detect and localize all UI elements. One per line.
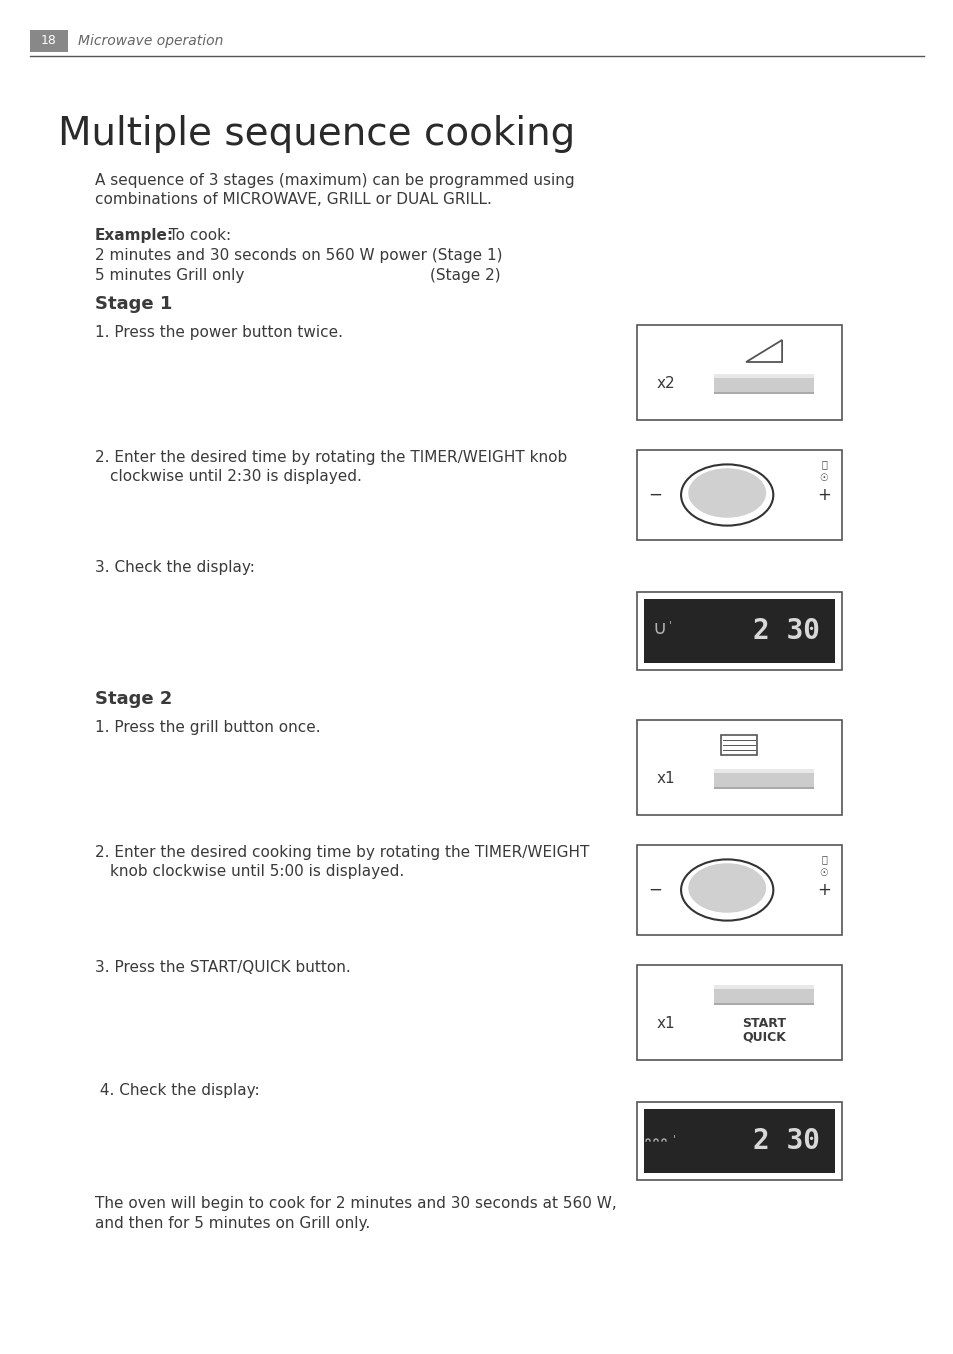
Bar — [637, 1102, 841, 1179]
Text: −: − — [647, 486, 661, 504]
Text: 2 minutes and 30 seconds on 560 W power (Stage 1): 2 minutes and 30 seconds on 560 W power … — [95, 248, 502, 263]
Text: knob clockwise until 5:00 is displayed.: knob clockwise until 5:00 is displayed. — [110, 864, 404, 879]
Text: START: START — [741, 1017, 785, 1030]
Bar — [643, 1109, 834, 1173]
Text: ∪: ∪ — [652, 620, 666, 639]
Text: 5 minutes Grill only: 5 minutes Grill only — [95, 268, 244, 283]
Text: combinations of MICROWAVE, GRILL or DUAL GRILL.: combinations of MICROWAVE, GRILL or DUAL… — [95, 192, 492, 207]
Text: (Stage 2): (Stage 2) — [430, 268, 500, 283]
Text: 1. Press the grill button once.: 1. Press the grill button once. — [95, 720, 320, 735]
Text: To cook:: To cook: — [164, 227, 231, 242]
Bar — [637, 845, 841, 936]
Text: 4. Check the display:: 4. Check the display: — [95, 1083, 259, 1098]
Bar — [637, 720, 841, 815]
Text: 2. Enter the desired cooking time by rotating the TIMER/WEIGHT: 2. Enter the desired cooking time by rot… — [95, 845, 589, 860]
Text: Stage 2: Stage 2 — [95, 691, 172, 708]
Text: ': ' — [672, 1135, 675, 1144]
Text: ': ' — [668, 620, 671, 630]
Text: 2 30: 2 30 — [752, 1127, 820, 1155]
Bar — [637, 325, 841, 420]
Text: Multiple sequence cooking: Multiple sequence cooking — [58, 115, 575, 153]
Text: Example:: Example: — [95, 227, 174, 242]
Text: QUICK: QUICK — [741, 1030, 785, 1044]
Bar — [30, 30, 68, 51]
Text: 2 30: 2 30 — [752, 617, 820, 645]
Text: 1. Press the power button twice.: 1. Press the power button twice. — [95, 325, 343, 340]
Text: The oven will begin to cook for 2 minutes and 30 seconds at 560 W,: The oven will begin to cook for 2 minute… — [95, 1196, 616, 1210]
Text: Microwave operation: Microwave operation — [78, 34, 223, 47]
Bar — [714, 769, 813, 773]
Text: +: + — [816, 486, 830, 504]
Text: x2: x2 — [657, 376, 675, 391]
Text: ☉: ☉ — [819, 868, 827, 877]
Text: −: − — [647, 881, 661, 899]
Bar — [637, 450, 841, 540]
Text: ⌚: ⌚ — [821, 854, 826, 864]
Text: Stage 1: Stage 1 — [95, 295, 172, 313]
Text: 2. Enter the desired time by rotating the TIMER/WEIGHT knob: 2. Enter the desired time by rotating th… — [95, 450, 567, 464]
Ellipse shape — [687, 864, 765, 913]
Bar — [714, 376, 813, 391]
Text: 3. Check the display:: 3. Check the display: — [95, 561, 254, 575]
Text: A sequence of 3 stages (maximum) can be programmed using: A sequence of 3 stages (maximum) can be … — [95, 173, 574, 188]
Bar — [714, 769, 813, 789]
Bar — [643, 598, 834, 663]
Bar — [720, 735, 757, 756]
Ellipse shape — [687, 468, 765, 517]
Text: 3. Press the START/QUICK button.: 3. Press the START/QUICK button. — [95, 960, 351, 975]
Text: ⌚: ⌚ — [821, 459, 826, 468]
Bar — [714, 987, 813, 1003]
Bar — [714, 374, 813, 378]
Bar — [714, 984, 813, 1005]
Text: x1: x1 — [657, 772, 675, 787]
Bar — [714, 374, 813, 394]
Bar — [714, 770, 813, 787]
Text: ☉: ☉ — [819, 473, 827, 483]
Text: +: + — [816, 881, 830, 899]
Text: clockwise until 2:30 is displayed.: clockwise until 2:30 is displayed. — [110, 468, 361, 483]
Bar — [714, 984, 813, 988]
Text: and then for 5 minutes on Grill only.: and then for 5 minutes on Grill only. — [95, 1216, 370, 1231]
Text: 18: 18 — [41, 34, 57, 47]
Text: x1: x1 — [657, 1017, 675, 1032]
Bar — [637, 965, 841, 1060]
Bar — [637, 592, 841, 670]
